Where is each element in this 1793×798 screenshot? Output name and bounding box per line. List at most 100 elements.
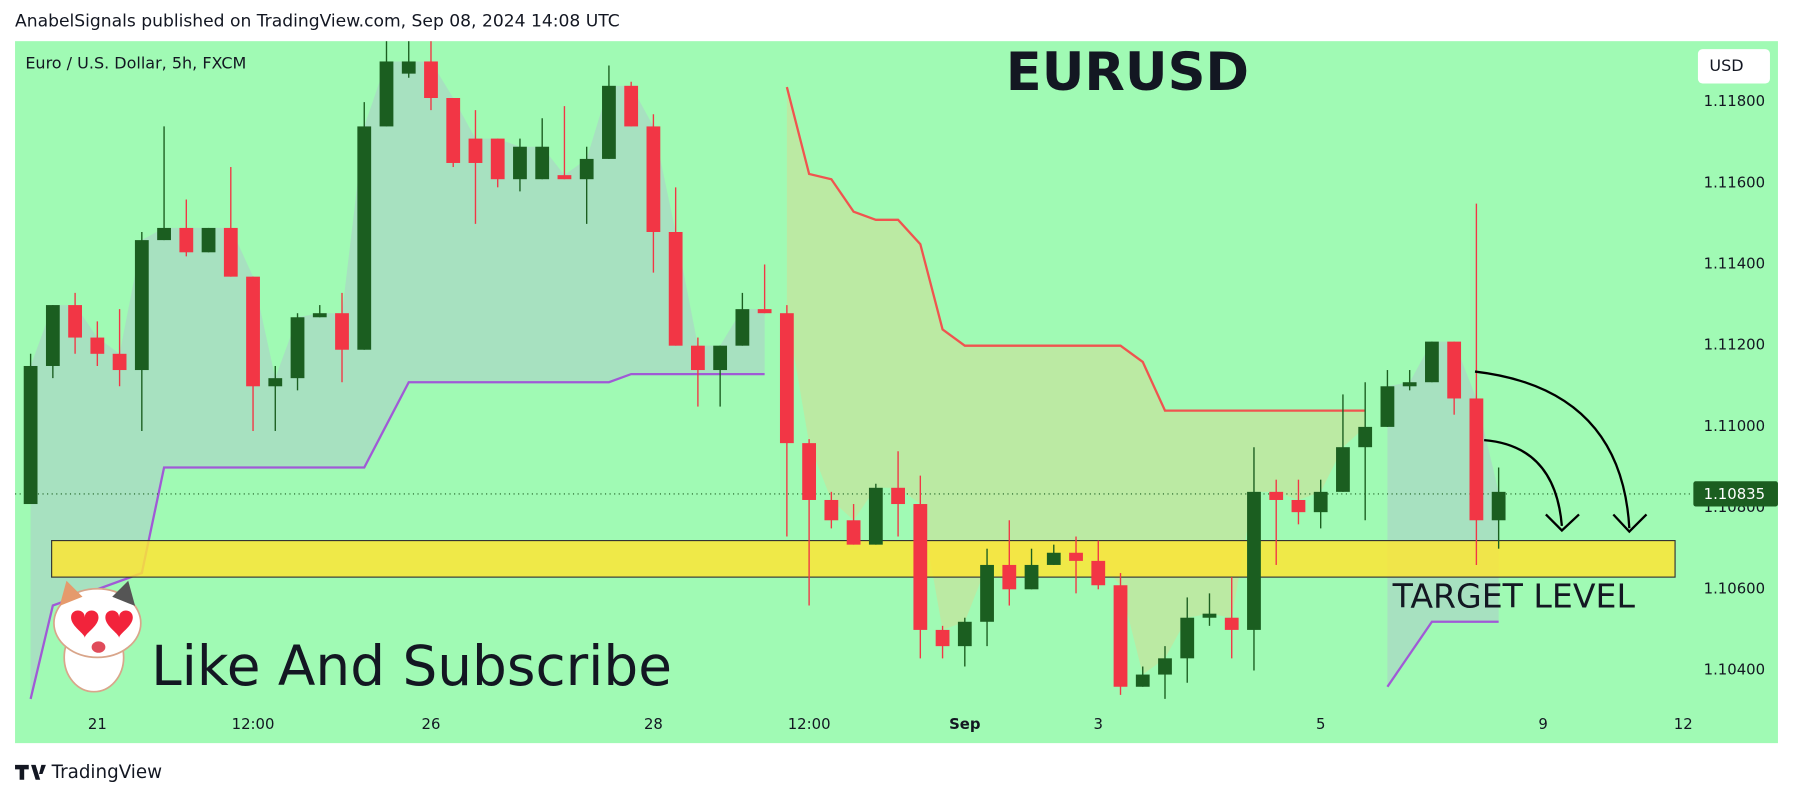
candle-body [179,227,194,253]
x-tick-label: 21 [88,715,107,733]
candle-body [824,499,839,521]
axes: 1.11800 1.11600 1.11400 1.11200 1.11000 1.108… [88,92,1778,733]
candle-body [1158,658,1172,675]
indicator-line [785,86,1366,412]
candle-body [1313,491,1328,513]
candle-body [424,61,438,99]
candle-body [713,345,728,371]
candle-body [157,227,171,241]
arrow [1474,370,1631,529]
candle-body [335,313,349,350]
candle-body [1135,674,1150,687]
candle-body [846,520,861,545]
x-tick-label: 9 [1538,715,1547,733]
candle-body [913,504,928,630]
brand: TradingView [51,762,163,783]
candle-body [401,61,416,74]
candle-body [735,309,750,346]
candle-body [1469,398,1484,521]
candle-body [579,158,594,180]
candle-body [935,629,950,647]
symbol-label: Euro / U.S. Dollar, 5h, FXCM [25,54,246,73]
y-tick-label: 1.11400 [1704,254,1765,272]
indicator-fill [786,87,1366,675]
candle-body [1046,552,1061,565]
candle-body [1425,341,1439,383]
x-tick-label: 3 [1094,715,1103,733]
candle-body [90,337,105,354]
candle-body [134,240,149,371]
y-tick-label: 1.11200 [1704,336,1765,354]
currency-box[interactable] [1697,49,1770,84]
candle-body [268,378,283,387]
candle-body [757,309,772,314]
candle-body [691,345,705,371]
candle-body [1202,613,1217,618]
x-tick-label: 28 [644,715,663,733]
candle-body [223,227,238,277]
cat-sticker [53,580,142,693]
arrow [1484,439,1564,527]
chart-title: EURUSD [1006,42,1249,103]
candle-body [201,227,216,253]
candle-body [357,126,372,350]
candle-body [668,231,683,346]
y-tick-label: 1.11000 [1704,417,1765,435]
candle-body [1358,426,1373,448]
x-tick-label: 12:00 [788,715,831,733]
currency-label[interactable]: USD [1709,56,1743,75]
subscribe-annotation: Like And Subscribe [151,634,672,698]
y-tick-label: 1.10400 [1704,661,1765,679]
candle-body [980,564,994,622]
candle-body [1224,617,1239,630]
indicator-fill [30,61,765,699]
candle-body [1002,564,1017,590]
arrows [1474,370,1648,534]
candle-body [513,146,527,180]
candle-body [290,317,305,379]
candle-body [602,85,616,159]
candle-body [23,365,38,505]
candle-body [1380,386,1395,427]
candle-body [868,487,883,545]
target-zone [51,540,1676,578]
candle-body [535,146,550,180]
candle-body [1091,560,1106,586]
candle-body [624,85,639,127]
candle-body [312,313,327,318]
candle-body [1269,491,1284,500]
x-tick-label: 26 [422,715,441,733]
last-price-box [1693,481,1778,507]
candle-body [802,443,817,500]
candle-body [490,138,505,180]
candle-body [246,276,260,387]
candle-body [779,313,794,444]
x-tick-label: 12 [1674,715,1693,733]
candle-body [1247,491,1261,630]
candle-body [1336,447,1350,492]
publish-header: AnabelSignals published on TradingView.c… [15,12,620,32]
candle-body [68,305,82,338]
candle-body [1180,617,1195,659]
x-tick-label: Sep [949,715,980,733]
x-tick-label: 12:00 [232,715,275,733]
candle-body [1291,499,1306,513]
candle-body [379,61,394,127]
arrow-head [1545,513,1580,533]
candle-body [112,353,127,371]
candle-body [1069,552,1083,561]
x-tick-label: 5 [1316,715,1325,733]
tv-logo [15,764,46,780]
candle-body [891,487,905,505]
target-annotation: TARGET LEVEL [1392,576,1636,615]
plot-area [15,41,1690,700]
y-tick-label: 1.11600 [1704,173,1765,191]
indicator-line [1386,620,1499,688]
candle-body [468,138,483,163]
candle-body [957,621,972,647]
candle-body [1402,382,1417,387]
candle-body [446,98,461,163]
y-tick-label: 1.11800 [1704,92,1765,110]
